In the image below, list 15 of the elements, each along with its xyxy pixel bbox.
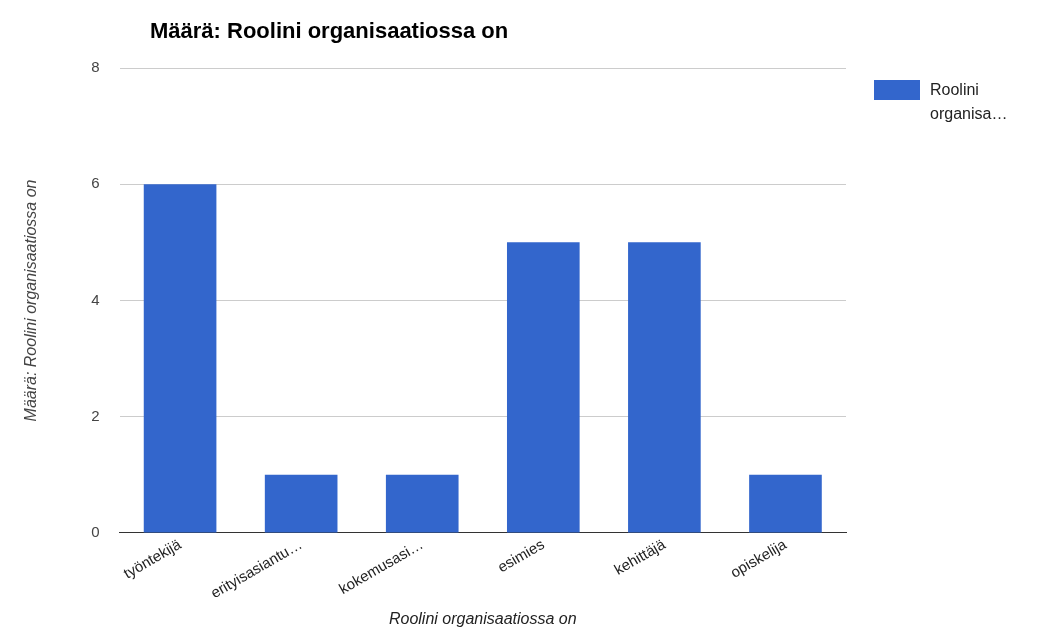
y-tick-label: 6	[91, 174, 100, 192]
y-tick-label: 2	[91, 406, 100, 424]
y-tick-label: 4	[91, 290, 100, 308]
y-axis-title: Määrä: Roolini organisaatiossa on	[22, 179, 40, 422]
bar	[749, 474, 822, 533]
bar	[506, 242, 580, 533]
legend-label: Roolini organisa…	[930, 80, 1009, 124]
bar	[385, 474, 459, 533]
bar	[143, 184, 217, 533]
y-tick-label: 8	[91, 58, 100, 76]
chart-title: Määrä: Roolini organisaatiossa on	[150, 18, 509, 44]
bar	[264, 474, 338, 533]
bar	[628, 242, 701, 533]
x-axis-title: Roolini organisaatiossa on	[388, 609, 577, 627]
y-tick-label: 0	[91, 523, 100, 541]
